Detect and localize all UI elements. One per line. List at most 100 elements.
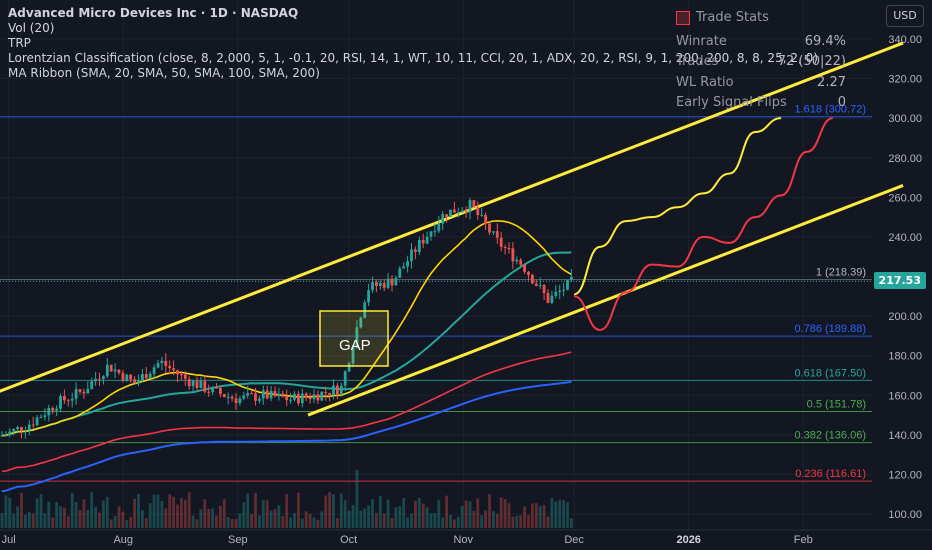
candle [98,378,101,380]
volume-bar [191,515,195,528]
candle [558,290,562,292]
candle [531,274,534,284]
legend-ma-ribbon[interactable]: MA Ribbon (SMA, 20, SMA, 50, SMA, 100, S… [8,66,320,80]
candle [484,214,487,224]
volume-bar [398,506,402,528]
volume-bar [425,507,429,528]
candle [258,398,261,401]
legend-lorentzian[interactable]: Lorentzian Classification (close, 8, 2,0… [8,51,818,65]
candle [113,369,117,372]
candle [538,285,542,287]
candle [8,431,12,436]
candle [402,266,406,269]
candlesticks [0,197,573,439]
volume-bar [82,499,86,528]
candle [550,295,554,303]
volume-bar [74,502,78,528]
candle [195,380,199,388]
candle [511,248,515,262]
volume-bar [70,492,74,528]
projection-yellow-line [573,117,782,296]
volume-bar [86,509,90,528]
candle [265,390,269,399]
candle [445,214,448,217]
candle [503,247,507,249]
candle [4,435,8,437]
candle [414,249,417,253]
volume-bar [300,518,304,528]
time-axis[interactable]: Jul Aug Sep Oct Nov Dec 2026 Feb [0,529,932,546]
candle [429,231,433,237]
symbol-title[interactable]: Advanced Micro Devices Inc · 1D · NASDAQ [8,6,299,20]
volume-bar [414,500,417,528]
candle [464,210,468,213]
candle [308,397,312,400]
gap-box [319,310,389,367]
candle [570,276,573,280]
candle [456,212,460,214]
volume-bar [328,492,331,528]
legend-trp[interactable]: TRP [8,36,31,50]
gap-label: GAP [339,337,371,354]
candle [304,393,308,398]
volume-bar [339,493,343,528]
volume-bar [102,500,105,528]
volume-bar [453,519,456,528]
candle [141,374,144,381]
candle [183,374,187,379]
candle [566,279,569,290]
volume-bar [152,494,156,528]
candle [117,369,121,373]
candle [82,391,86,394]
fib-label: 0.5 (151.78) [807,399,866,411]
checkbox-icon[interactable] [676,10,690,25]
candle [476,207,480,216]
volume-bar [176,504,179,528]
candle [148,373,152,379]
candle [425,236,429,244]
volume-bar [105,496,109,528]
volume-bar [254,492,257,528]
volume-bar [261,500,265,528]
candle [133,379,136,384]
candle [78,389,82,392]
candle [371,282,374,291]
stat-row-trades: Trades 72 (50|22) [676,52,846,73]
volume-bar [285,494,289,528]
candle [66,400,70,402]
volume-bar [320,511,324,528]
y-tick-label: 160.00 [888,390,922,402]
volume-bar [499,497,503,528]
x-tick-label: Nov [453,534,473,546]
candle [180,374,183,376]
candle [164,360,168,366]
candle [468,200,472,213]
candle [449,209,452,217]
candle [105,364,109,377]
volume-bar [219,505,222,528]
stat-row-winrate: Winrate 69.4% [676,31,846,52]
legend-volume[interactable]: Vol (20) [8,21,55,35]
volume-bar [558,499,562,528]
fib-label: 1 (218.39) [816,267,866,279]
candle [246,393,250,396]
gap-annotation: GAP [319,310,389,367]
candle [199,380,203,388]
volume-bar [269,510,273,528]
candle [378,282,382,286]
candle [238,398,242,404]
fib-label: 1.618 (300.72) [794,104,866,116]
candle [55,408,58,411]
volume-bar [402,497,406,528]
candle [332,385,335,395]
currency-button[interactable]: USD [886,5,924,27]
candle [515,259,519,262]
volume-bar [546,516,550,528]
volume-bar [4,495,8,528]
volume-bar [55,501,58,528]
candle [129,374,133,380]
candle [152,367,156,374]
candle [507,248,511,250]
candle [320,391,324,401]
y-tick-label: 180.00 [888,351,922,363]
